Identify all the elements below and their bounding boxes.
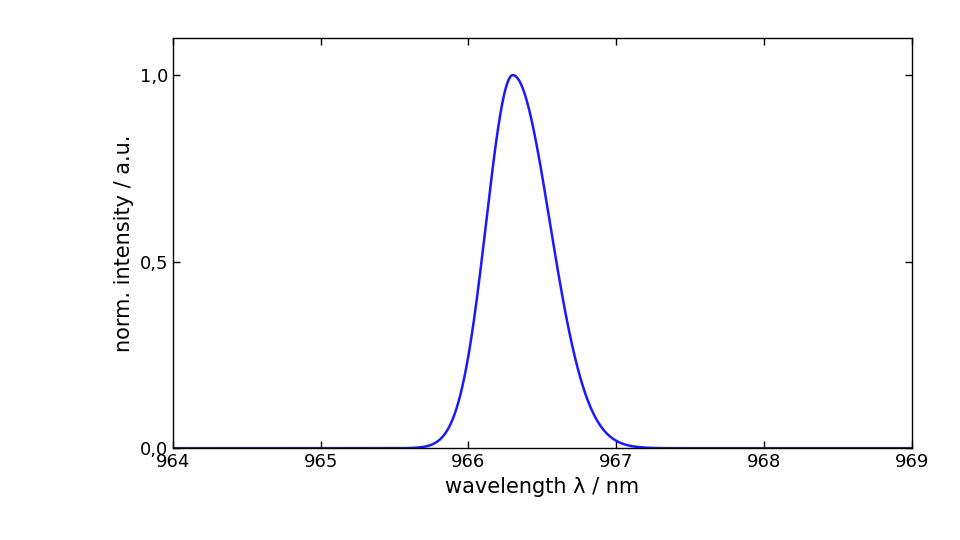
Y-axis label: norm. intensity / a.u.: norm. intensity / a.u.	[114, 134, 133, 352]
X-axis label: wavelength λ / nm: wavelength λ / nm	[445, 477, 639, 497]
